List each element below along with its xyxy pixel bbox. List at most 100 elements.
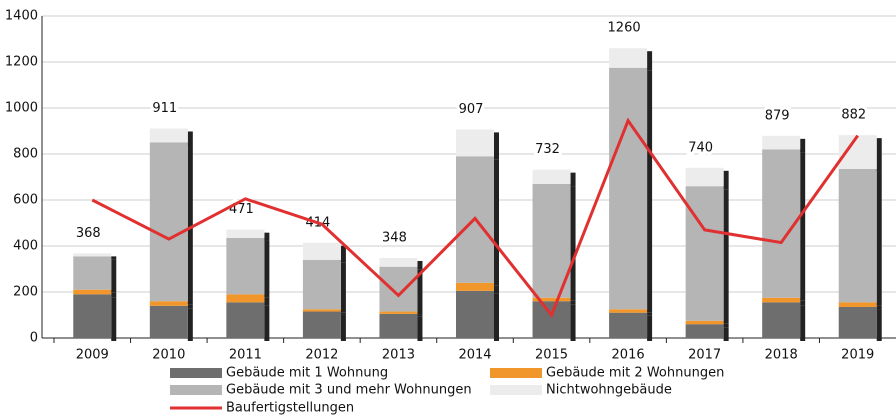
bar-shadow	[264, 232, 270, 241]
bar-shadow	[647, 312, 653, 316]
bar-segment	[685, 186, 724, 321]
bar-segment	[379, 311, 418, 314]
bar-segment	[456, 129, 494, 157]
x-tick-label: 2010	[152, 348, 185, 363]
bar-segment	[456, 282, 494, 291]
bar-segment	[226, 302, 265, 338]
legend-swatch	[170, 368, 222, 378]
x-tick-label: 2015	[535, 348, 568, 363]
bar-shadow	[111, 256, 117, 260]
total-label: 1260	[608, 21, 641, 36]
bar-segment	[302, 311, 341, 338]
legend-label: Gebäude mit 2 Wohnungen	[546, 366, 724, 381]
bar-shadow	[187, 308, 193, 341]
bar-shadow	[494, 293, 499, 341]
line-series	[91, 117, 859, 318]
x-tick-label: 2009	[76, 348, 109, 363]
bar-shadow	[187, 304, 193, 309]
bar-segment	[302, 259, 341, 310]
x-tick-label: 2016	[612, 348, 645, 363]
bar-segment	[762, 302, 801, 338]
bar-segment	[73, 253, 112, 257]
bar-shadow	[494, 132, 499, 160]
bar-shadow	[264, 297, 270, 306]
bar-segment	[379, 257, 418, 267]
total-label: 368	[76, 226, 101, 241]
total-label: 732	[535, 142, 560, 157]
bar-shadow	[723, 323, 729, 328]
bar-segment	[73, 256, 112, 290]
bar-segment	[532, 297, 571, 302]
bar-segment	[685, 320, 724, 325]
bar-shadow	[340, 312, 346, 315]
bar-segment	[532, 301, 571, 338]
legend-label: Gebäude mit 3 und mehr Wohnungen	[226, 383, 472, 398]
bar-shadow	[340, 314, 346, 341]
bar-segment	[838, 306, 877, 338]
y-tick-label: 0	[30, 331, 38, 346]
bar-shadow	[570, 186, 576, 301]
bar-shadow	[111, 297, 117, 341]
bar-shadow	[723, 327, 729, 341]
bar-shadow	[800, 305, 806, 341]
y-tick-label: 1200	[5, 55, 38, 70]
x-tick-label: 2013	[382, 348, 415, 363]
bar-shadow	[187, 145, 193, 305]
bar-shadow	[647, 51, 653, 71]
legend-swatch	[490, 385, 542, 395]
bar-shadow	[647, 70, 653, 313]
bar-shadow	[264, 240, 270, 298]
bar-shadow	[570, 172, 576, 187]
bar-segment	[838, 302, 877, 307]
bar-shadow	[494, 285, 499, 294]
bar-shadow	[340, 262, 346, 313]
bar-shadow	[570, 304, 576, 341]
bar-segment	[379, 266, 418, 312]
bar-shadow	[417, 260, 423, 270]
bar-shadow	[264, 305, 270, 341]
bar-shadow	[417, 269, 423, 315]
x-tick-label: 2014	[458, 348, 491, 363]
bar-segment	[838, 168, 877, 303]
bar-segment	[73, 294, 112, 338]
bar-shadow	[876, 138, 882, 172]
bar-segment	[226, 229, 265, 238]
bar-shadow	[723, 170, 729, 190]
x-tick-label: 2018	[765, 348, 798, 363]
legend-swatch	[170, 385, 222, 395]
bar-segment	[302, 309, 341, 312]
bar-shadow	[647, 315, 653, 341]
total-label: 907	[459, 102, 484, 117]
x-tick-label: 2012	[305, 348, 338, 363]
bar-segment	[609, 312, 648, 338]
bar-shadow	[800, 138, 806, 153]
bar-segment	[532, 169, 571, 184]
bar-shadow	[800, 152, 806, 301]
bar-segment	[302, 242, 341, 260]
bar-shadow	[876, 305, 882, 310]
y-tick-label: 1400	[5, 9, 38, 24]
bar-segment	[379, 313, 418, 338]
bar-shadow	[187, 131, 193, 146]
legend-swatch	[490, 368, 542, 378]
bar-segment	[226, 294, 265, 303]
y-tick-label: 400	[13, 239, 38, 254]
bar-shadow	[111, 292, 117, 298]
bar-segment	[609, 309, 648, 313]
y-tick-label: 1000	[5, 101, 38, 116]
total-label: 911	[152, 101, 177, 116]
bar-segment	[762, 297, 801, 303]
bar-segment	[456, 290, 494, 338]
bar-shadow	[494, 159, 499, 286]
bar-segment	[609, 67, 648, 310]
legend-label: Baufertigstellungen	[226, 401, 354, 416]
bar-shadow	[111, 259, 117, 293]
y-tick-label: 800	[13, 147, 38, 162]
bar-shadow	[876, 309, 882, 341]
bar-shadow	[800, 300, 806, 306]
total-label: 348	[382, 230, 407, 245]
bar-segment	[762, 135, 801, 150]
bar-shadow	[340, 245, 346, 263]
x-tick-label: 2019	[841, 348, 874, 363]
total-label: 879	[765, 108, 790, 123]
